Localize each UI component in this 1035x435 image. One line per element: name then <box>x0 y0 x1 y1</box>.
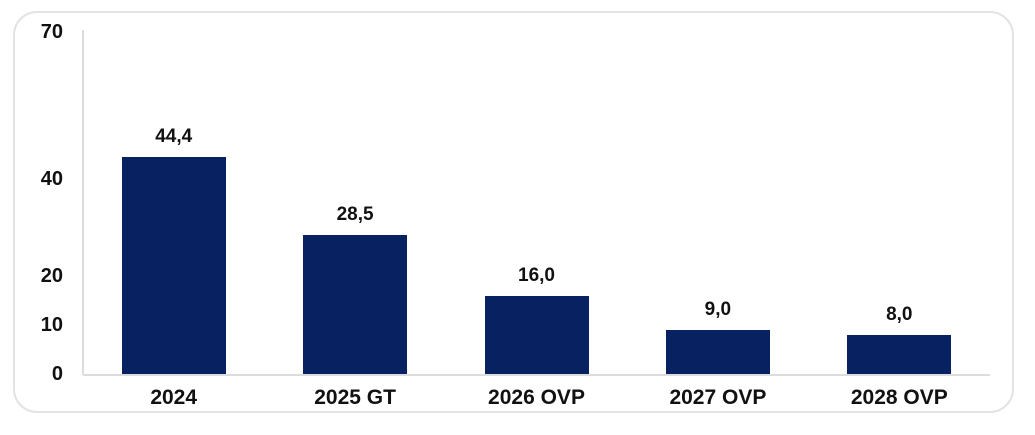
x-axis-category-label: 2024 <box>150 386 198 409</box>
bar-2027-ovp <box>665 330 770 374</box>
x-axis-category-label: 2025 GT <box>314 386 396 409</box>
y-axis-line <box>82 30 84 375</box>
bar-value-label: 16,0 <box>518 264 555 286</box>
bar-2024 <box>121 157 226 374</box>
bar-2028-ovp <box>847 334 952 374</box>
y-axis-tick-label: 70 <box>40 21 63 43</box>
y-axis-tick-label: 40 <box>40 167 63 190</box>
x-axis-category-label: 2028 OVP <box>850 386 948 409</box>
x-axis-line <box>83 374 990 376</box>
bar-value-label: 44,4 <box>155 126 193 148</box>
bar-value-label: 8,0 <box>886 303 913 325</box>
y-axis-tick-label: 10 <box>40 314 63 337</box>
x-axis-category-label: 2027 OVP <box>669 386 767 409</box>
bar-2025-gt <box>303 234 408 374</box>
bar-value-label: 28,5 <box>336 203 374 225</box>
y-axis-tick-label: 20 <box>40 265 63 288</box>
bar-2026-ovp <box>484 295 589 374</box>
x-axis-category-label: 2026 OVP <box>488 386 585 409</box>
y-axis-tick-label: 0 <box>51 363 63 385</box>
bar-value-label: 9,0 <box>704 299 732 321</box>
